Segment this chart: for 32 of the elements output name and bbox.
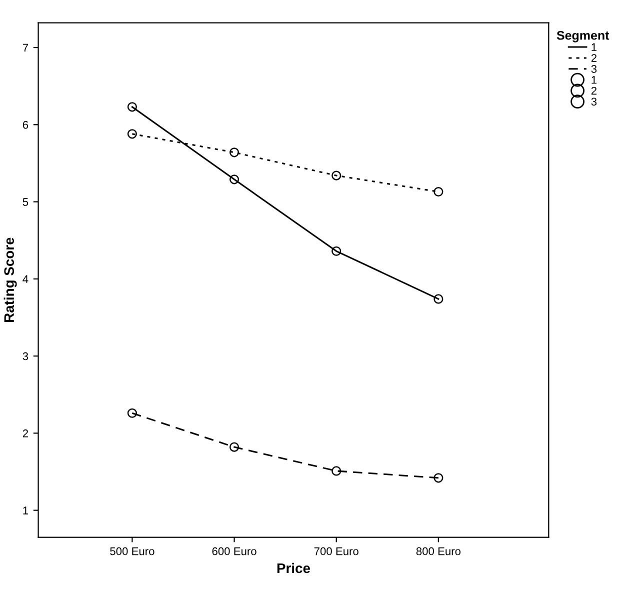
- y-tick-label: 5: [22, 198, 28, 206]
- point: [434, 294, 444, 304]
- legend-label: 1: [592, 76, 597, 84]
- legend-label: 3: [591, 98, 597, 106]
- point: [332, 246, 342, 256]
- text: 3: [591, 65, 597, 73]
- point: [127, 408, 137, 418]
- point: [332, 466, 342, 476]
- point: [229, 442, 240, 452]
- x-tick-label: 700 Euro: [314, 547, 358, 556]
- point: [127, 102, 137, 112]
- legend-title: Segment: [556, 30, 610, 42]
- x-tick-label: 600 Euro: [212, 547, 256, 556]
- x-tick-label: 800 Euro: [416, 547, 461, 556]
- point: [127, 129, 137, 139]
- y-axis-title: Rating Score: [4, 238, 17, 322]
- y-tick-label: 1: [23, 506, 28, 514]
- y-tick-label: 4: [22, 275, 28, 283]
- y-tick-label: 7: [22, 44, 28, 52]
- y-tick-label: 6: [22, 120, 28, 129]
- text: 1: [592, 43, 597, 51]
- point: [434, 186, 444, 197]
- y-tick-label: 3: [22, 352, 28, 360]
- point: [332, 170, 342, 180]
- point: [229, 148, 240, 158]
- point: [434, 473, 444, 483]
- x-axis-title: Price: [277, 562, 310, 574]
- point: [229, 174, 240, 184]
- y-tick-label: 2: [22, 429, 28, 438]
- legend-label: 2: [591, 86, 596, 95]
- x-tick-label: 500 Euro: [110, 547, 154, 556]
- text: 2: [591, 54, 596, 62]
